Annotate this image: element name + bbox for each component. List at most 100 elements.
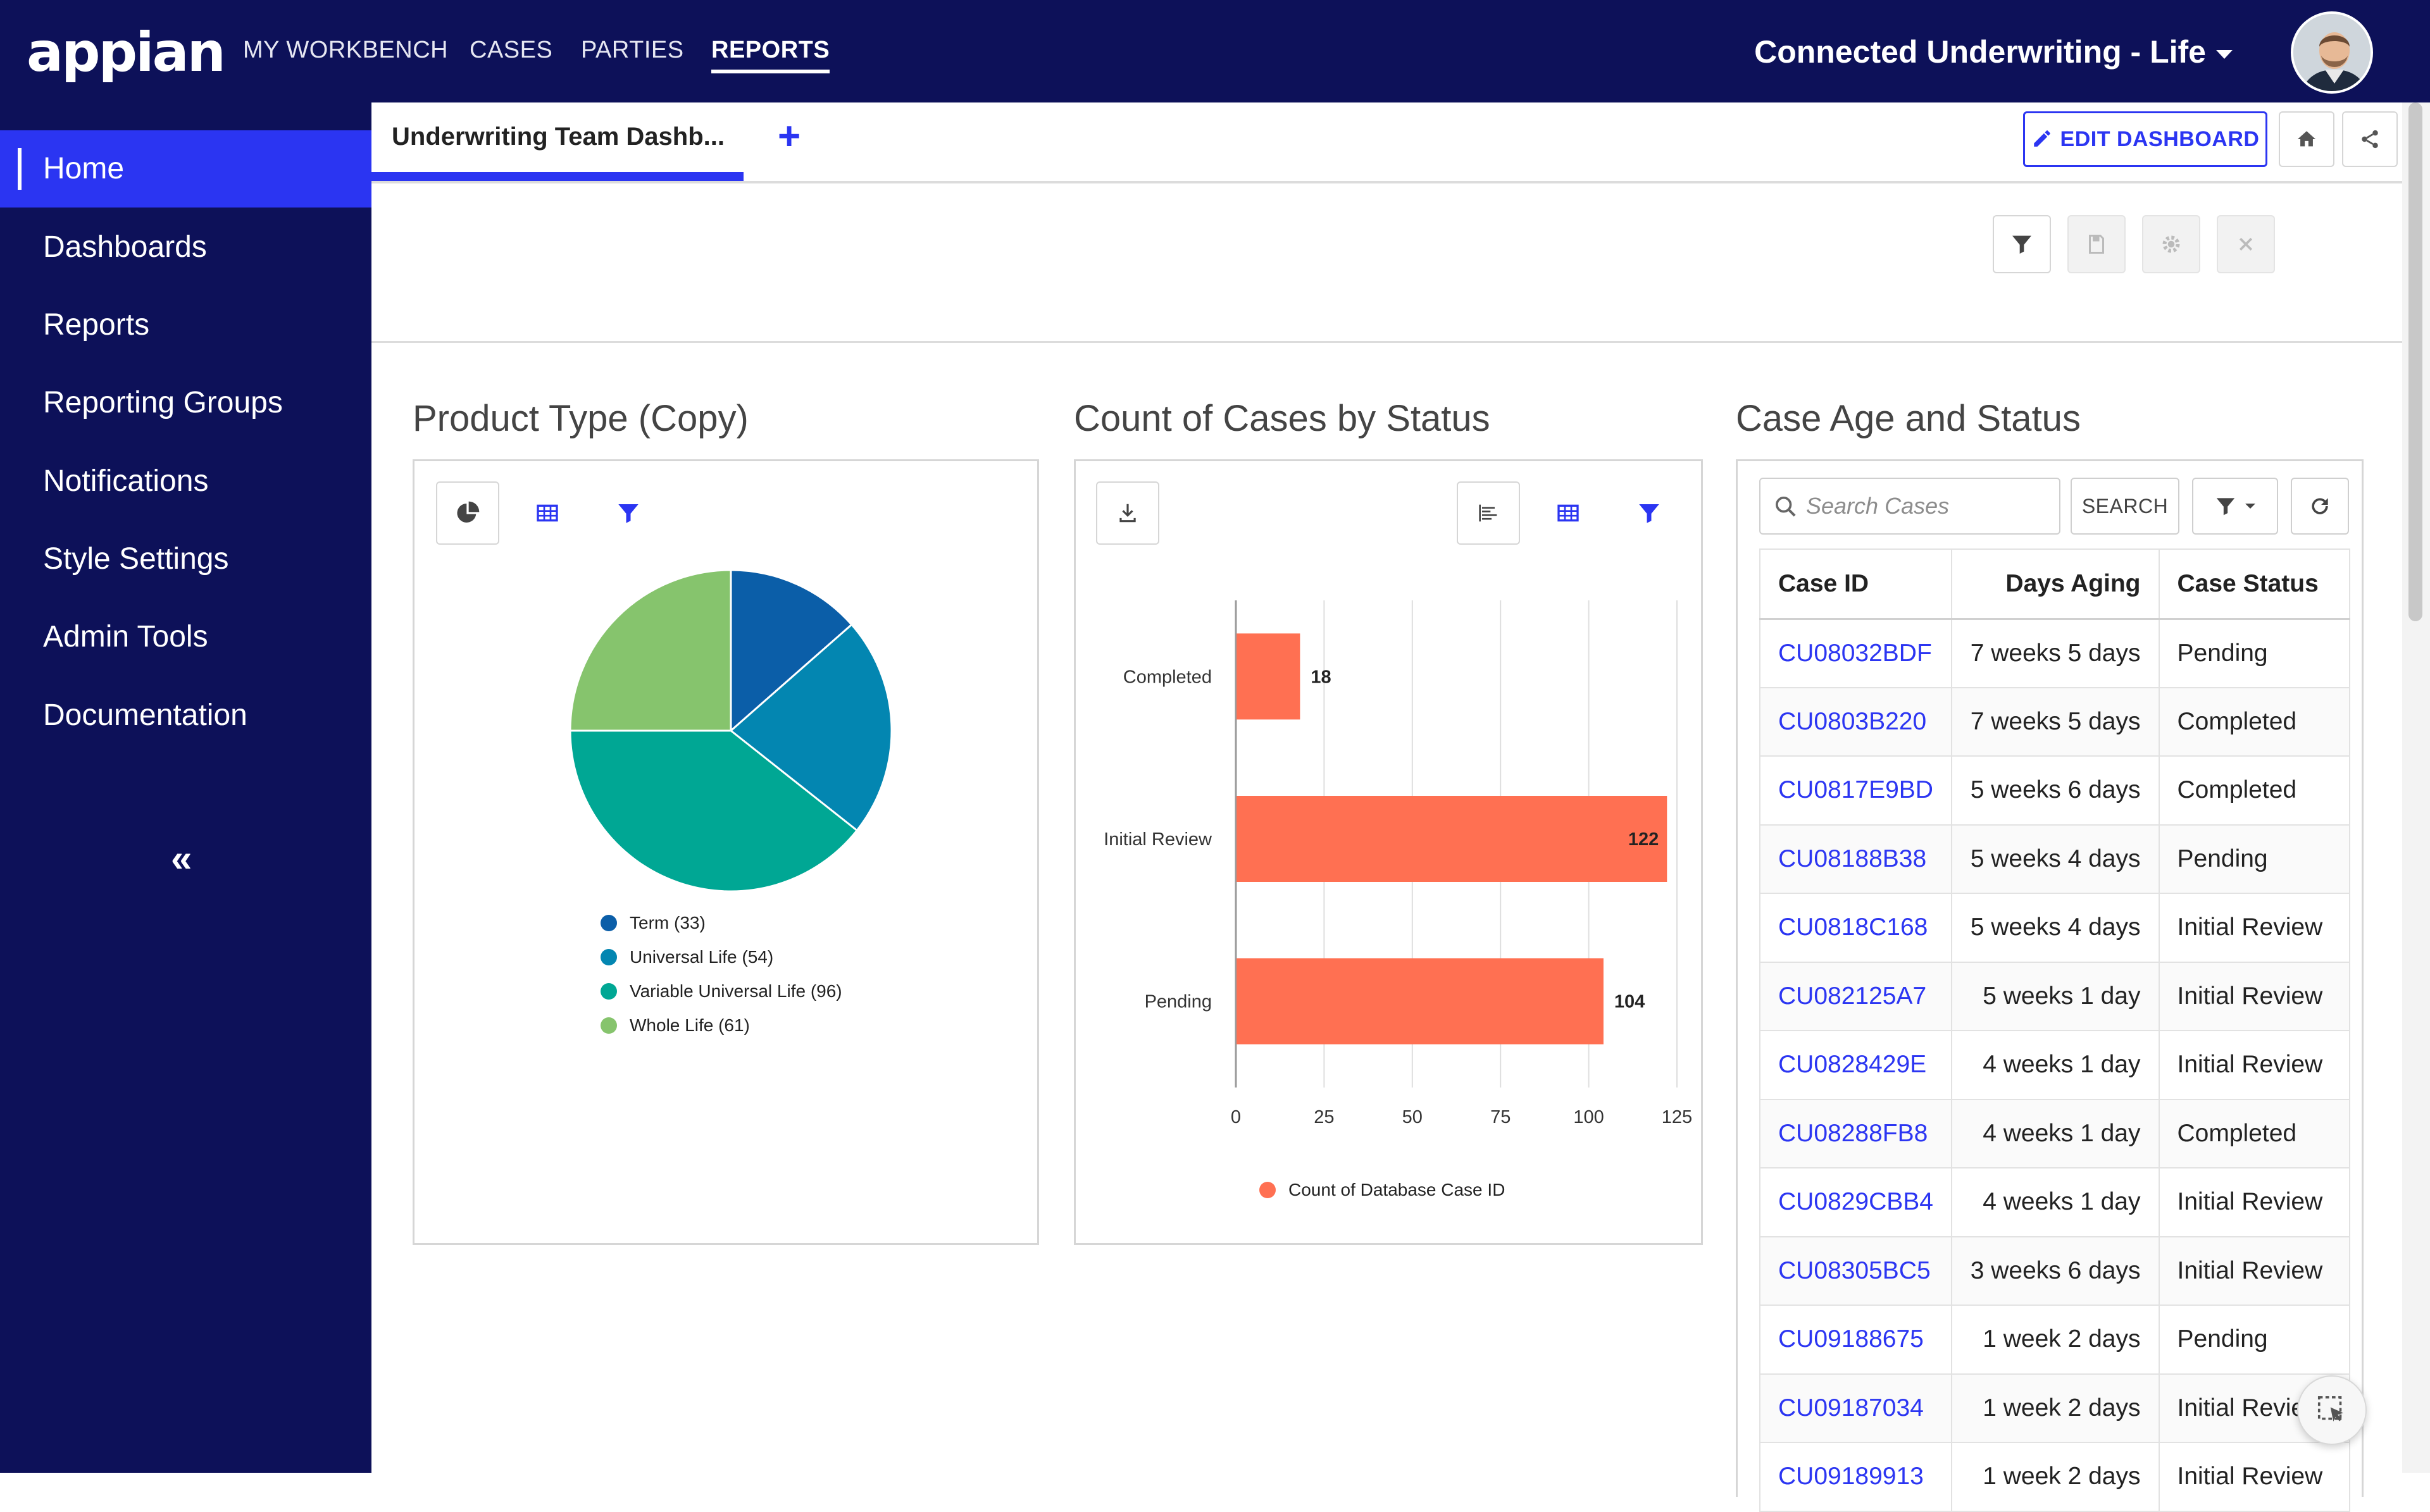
pie-slice[interactable] <box>569 569 732 732</box>
table-row[interactable]: CU08032BDF 7 weeks 5 days Pending <box>1759 619 2350 688</box>
search-cases-input[interactable] <box>1805 479 2052 533</box>
nav-my-workbench[interactable]: MY WORKBENCH <box>243 37 449 63</box>
case-id-link[interactable]: CU08305BC5 <box>1759 1236 1952 1306</box>
table-row[interactable]: CU08305BC5 3 weeks 6 days Initial Review <box>1759 1236 2350 1306</box>
x-tick-label: 25 <box>1314 1107 1334 1127</box>
table-row[interactable]: CU09188675 1 week 2 days Pending <box>1759 1305 2350 1375</box>
filter-settings-button[interactable] <box>2142 215 2200 273</box>
bar[interactable] <box>1237 633 1300 720</box>
grid-view-button[interactable] <box>516 481 579 545</box>
sidebar-item-reporting-groups[interactable]: Reporting Groups <box>43 386 283 419</box>
x-tick-label: 0 <box>1231 1107 1241 1127</box>
appian-logo[interactable]: appian <box>27 21 226 84</box>
case-age-card: SEARCH Case ID Days Aging Case Status CU… <box>1736 459 2364 1512</box>
sidebar-item-reports[interactable]: Reports <box>43 308 150 342</box>
edit-dashboard-button[interactable]: EDIT DASHBOARD <box>2023 111 2267 167</box>
bar[interactable] <box>1237 796 1667 882</box>
bar[interactable] <box>1237 958 1604 1044</box>
table-icon <box>537 504 558 522</box>
search-cases-field[interactable] <box>1759 478 2060 535</box>
sidebar-item-style-settings[interactable]: Style Settings <box>43 542 229 576</box>
case-status-cell: Initial Review <box>2158 893 2350 963</box>
add-tab-button[interactable]: + <box>778 115 801 158</box>
table-row[interactable]: CU09187034 1 week 2 days Initial Revie <box>1759 1373 2350 1443</box>
table-row[interactable]: CU0803B220 7 weeks 5 days Completed <box>1759 687 2350 757</box>
pie-chart-view-button[interactable] <box>436 481 499 545</box>
days-aging-cell: 7 weeks 5 days <box>1950 619 2159 688</box>
pie-legend-label: Whole Life (61) <box>630 1015 750 1035</box>
case-id-link[interactable]: CU0818C168 <box>1759 893 1952 963</box>
table-icon <box>1557 504 1579 522</box>
column-header-case-status[interactable]: Case Status <box>2158 548 2350 620</box>
case-id-link[interactable]: CU09189913 <box>1759 1442 1952 1512</box>
page-scrollbar[interactable] <box>2402 102 2430 1473</box>
table-row[interactable]: CU082125A7 5 weeks 1 day Initial Review <box>1759 962 2350 1031</box>
case-id-link[interactable]: CU08032BDF <box>1759 619 1952 688</box>
case-id-link[interactable]: CU082125A7 <box>1759 962 1952 1031</box>
nav-reports[interactable]: REPORTS <box>711 34 830 73</box>
collapse-sidebar-button[interactable]: « <box>171 837 192 879</box>
table-row[interactable]: CU08288FB8 4 weeks 1 day Completed <box>1759 1099 2350 1168</box>
refresh-button[interactable] <box>2291 478 2349 535</box>
pie-slice[interactable] <box>729 623 893 832</box>
case-id-link[interactable]: CU09188675 <box>1759 1305 1952 1375</box>
floating-action-button[interactable] <box>2297 1375 2367 1445</box>
filter-dropdown-button[interactable] <box>2192 478 2278 535</box>
pie-slice[interactable] <box>730 569 853 733</box>
pie-legend-item[interactable]: Whole Life (61) <box>601 1014 842 1037</box>
case-id-link[interactable]: CU09187034 <box>1759 1373 1952 1443</box>
chart-filter-button[interactable] <box>1617 481 1681 545</box>
case-id-link[interactable]: CU0829CBB4 <box>1759 1168 1952 1237</box>
table-row[interactable]: CU0818C168 5 weeks 4 days Initial Review <box>1759 893 2350 963</box>
table-row[interactable]: CU09189913 1 week 2 days Initial Review <box>1759 1442 2350 1512</box>
column-header-days-aging[interactable]: Days Aging <box>1950 548 2159 620</box>
share-button[interactable] <box>2342 111 2398 167</box>
case-age-table: Case ID Days Aging Case Status CU08032BD… <box>1759 548 2350 1512</box>
gear-icon <box>2162 235 2180 253</box>
download-button[interactable] <box>1096 481 1159 545</box>
search-button[interactable]: SEARCH <box>2071 478 2179 535</box>
category-label: Pending <box>1145 992 1212 1012</box>
x-tick-label: 125 <box>1662 1107 1692 1127</box>
pie-legend-item[interactable]: Term (33) <box>601 912 842 934</box>
pie-legend-item[interactable]: Universal Life (54) <box>601 946 842 969</box>
bar-legend-item[interactable]: Count of Database Case ID <box>1259 1179 1505 1201</box>
chart-filter-button[interactable] <box>597 481 660 545</box>
clear-filters-button[interactable] <box>2217 215 2275 273</box>
home-button[interactable] <box>2279 111 2334 167</box>
nav-parties[interactable]: PARTIES <box>581 37 684 63</box>
days-aging-cell: 5 weeks 4 days <box>1950 824 2159 894</box>
horizontal-bar-icon <box>1479 504 1497 522</box>
case-status-cell: Initial Review <box>2158 1236 2350 1306</box>
user-avatar[interactable] <box>2291 11 2373 94</box>
column-header-case-id[interactable]: Case ID <box>1759 548 1952 620</box>
scrollbar-thumb[interactable] <box>2408 102 2422 621</box>
case-id-link[interactable]: CU08188B38 <box>1759 824 1952 894</box>
pie-chart-icon <box>457 501 480 523</box>
case-id-link[interactable]: CU08288FB8 <box>1759 1099 1952 1168</box>
case-id-link[interactable]: CU0803B220 <box>1759 687 1952 757</box>
grid-view-button[interactable] <box>1536 481 1600 545</box>
cases-by-status-title: Count of Cases by Status <box>1074 398 1490 439</box>
pie-legend-item[interactable]: Variable Universal Life (96) <box>601 980 842 1003</box>
bar-chart-view-button[interactable] <box>1457 481 1520 545</box>
table-row[interactable]: CU08188B38 5 weeks 4 days Pending <box>1759 824 2350 894</box>
nav-cases[interactable]: CASES <box>470 37 553 63</box>
save-filters-button[interactable] <box>2067 215 2126 273</box>
sidebar-item-home[interactable]: Home <box>0 130 371 208</box>
table-row[interactable]: CU0828429E 4 weeks 1 day Initial Review <box>1759 1031 2350 1100</box>
sidebar-item-dashboards[interactable]: Dashboards <box>43 230 207 264</box>
case-id-link[interactable]: CU0817E9BD <box>1759 756 1952 826</box>
tab-underwriting-team-dashboard[interactable]: Underwriting Team Dashb... <box>371 102 744 181</box>
table-row[interactable]: CU0829CBB4 4 weeks 1 day Initial Review <box>1759 1168 2350 1237</box>
filter-button[interactable] <box>1993 215 2051 273</box>
application-switcher[interactable]: Connected Underwriting - Life <box>1754 32 2233 72</box>
pie-legend: Term (33) Universal Life (54) Variable Uni… <box>601 912 842 1048</box>
sidebar-item-admin-tools[interactable]: Admin Tools <box>43 620 208 654</box>
sidebar-item-notifications[interactable]: Notifications <box>43 464 209 498</box>
sidebar-item-documentation[interactable]: Documentation <box>43 698 247 732</box>
data-label: 104 <box>1614 992 1645 1012</box>
table-row[interactable]: CU0817E9BD 5 weeks 6 days Completed <box>1759 756 2350 826</box>
case-id-link[interactable]: CU0828429E <box>1759 1031 1952 1100</box>
pie-slice[interactable] <box>569 729 859 893</box>
